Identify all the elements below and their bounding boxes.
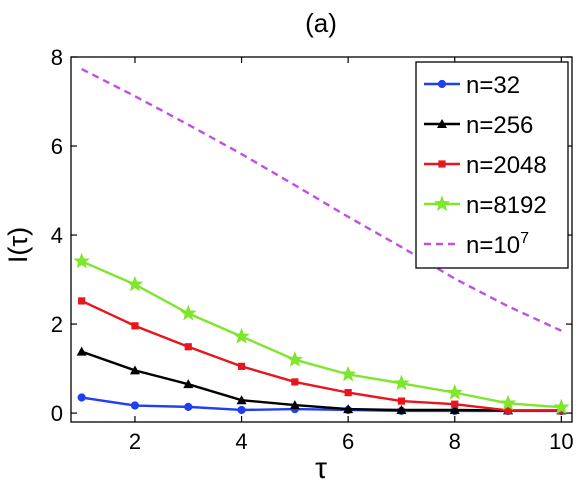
data-point bbox=[184, 343, 192, 351]
series-line bbox=[81, 299, 562, 412]
data-point bbox=[499, 394, 517, 411]
series-2 bbox=[78, 297, 565, 415]
legend-label-superscript: 7 bbox=[520, 230, 529, 247]
x-tick-label: 4 bbox=[235, 429, 247, 454]
legend-label: n=32 bbox=[466, 72, 520, 99]
legend-label-text: n=10 bbox=[466, 232, 520, 259]
y-tick-label: 0 bbox=[51, 401, 63, 426]
data-point bbox=[73, 252, 90, 269]
data-point bbox=[130, 401, 140, 410]
series-1 bbox=[76, 346, 567, 415]
y-tick-label: 6 bbox=[51, 134, 63, 159]
series-4 bbox=[81, 67, 562, 332]
data-point bbox=[397, 397, 406, 405]
series-line bbox=[81, 350, 562, 412]
plot-area: 2 4 6 8 10 0 2 4 6 8 bbox=[51, 45, 574, 454]
x-tick-label: 10 bbox=[549, 429, 573, 454]
plot-frame bbox=[70, 56, 573, 423]
legend-label-text: n=2048 bbox=[466, 152, 547, 179]
legend-marker bbox=[438, 160, 446, 168]
data-point bbox=[393, 374, 410, 391]
y-tick-label: 2 bbox=[51, 312, 63, 337]
data-point bbox=[451, 400, 459, 408]
data-point bbox=[237, 362, 246, 370]
series-3 bbox=[73, 252, 570, 415]
data-point bbox=[236, 395, 247, 405]
data-point bbox=[184, 402, 193, 411]
legend-label: n=2048 bbox=[466, 152, 547, 179]
y-tick-label: 4 bbox=[51, 223, 63, 248]
legend-marker bbox=[437, 119, 447, 128]
legend-label: n=107 bbox=[466, 230, 529, 259]
legend-label: n=8192 bbox=[466, 192, 547, 219]
data-point bbox=[343, 404, 354, 414]
legend-label-text: n=8192 bbox=[466, 192, 547, 219]
legend-label-text: n=32 bbox=[466, 72, 520, 99]
data-point bbox=[504, 406, 512, 415]
legend-label: n=256 bbox=[466, 112, 533, 139]
data-point bbox=[286, 351, 304, 367]
data-point bbox=[553, 398, 570, 415]
x-tick-label: 6 bbox=[342, 429, 354, 454]
data-point bbox=[180, 304, 197, 321]
series-line bbox=[81, 260, 562, 409]
x-tick-label: 8 bbox=[449, 429, 461, 454]
legend-marker bbox=[433, 195, 451, 211]
data-point bbox=[291, 378, 299, 386]
data-point bbox=[76, 346, 87, 356]
legend-label-text: n=256 bbox=[466, 112, 533, 139]
data-point bbox=[183, 379, 194, 389]
data-point bbox=[77, 393, 86, 402]
data-point bbox=[449, 404, 460, 414]
data-point bbox=[233, 327, 250, 344]
data-point bbox=[446, 384, 463, 400]
data-point bbox=[78, 297, 86, 305]
y-tick-label: 8 bbox=[51, 45, 63, 70]
data-point bbox=[237, 405, 246, 415]
series-line bbox=[81, 67, 562, 332]
data-point bbox=[344, 389, 352, 397]
x-tick-label: 2 bbox=[129, 429, 141, 454]
chart-title: (a) bbox=[305, 8, 337, 38]
data-point bbox=[129, 365, 140, 375]
data-point bbox=[289, 400, 300, 410]
data-point bbox=[396, 404, 407, 414]
data-point bbox=[339, 365, 357, 382]
data-point bbox=[131, 322, 139, 330]
legend: n=32 n=256 n=2048 n=8192 n=107 bbox=[415, 61, 569, 269]
data-point bbox=[126, 275, 144, 292]
legend-marker bbox=[437, 79, 447, 89]
y-axis-label: I(τ) bbox=[3, 227, 33, 263]
x-axis-label: τ bbox=[315, 452, 327, 485]
